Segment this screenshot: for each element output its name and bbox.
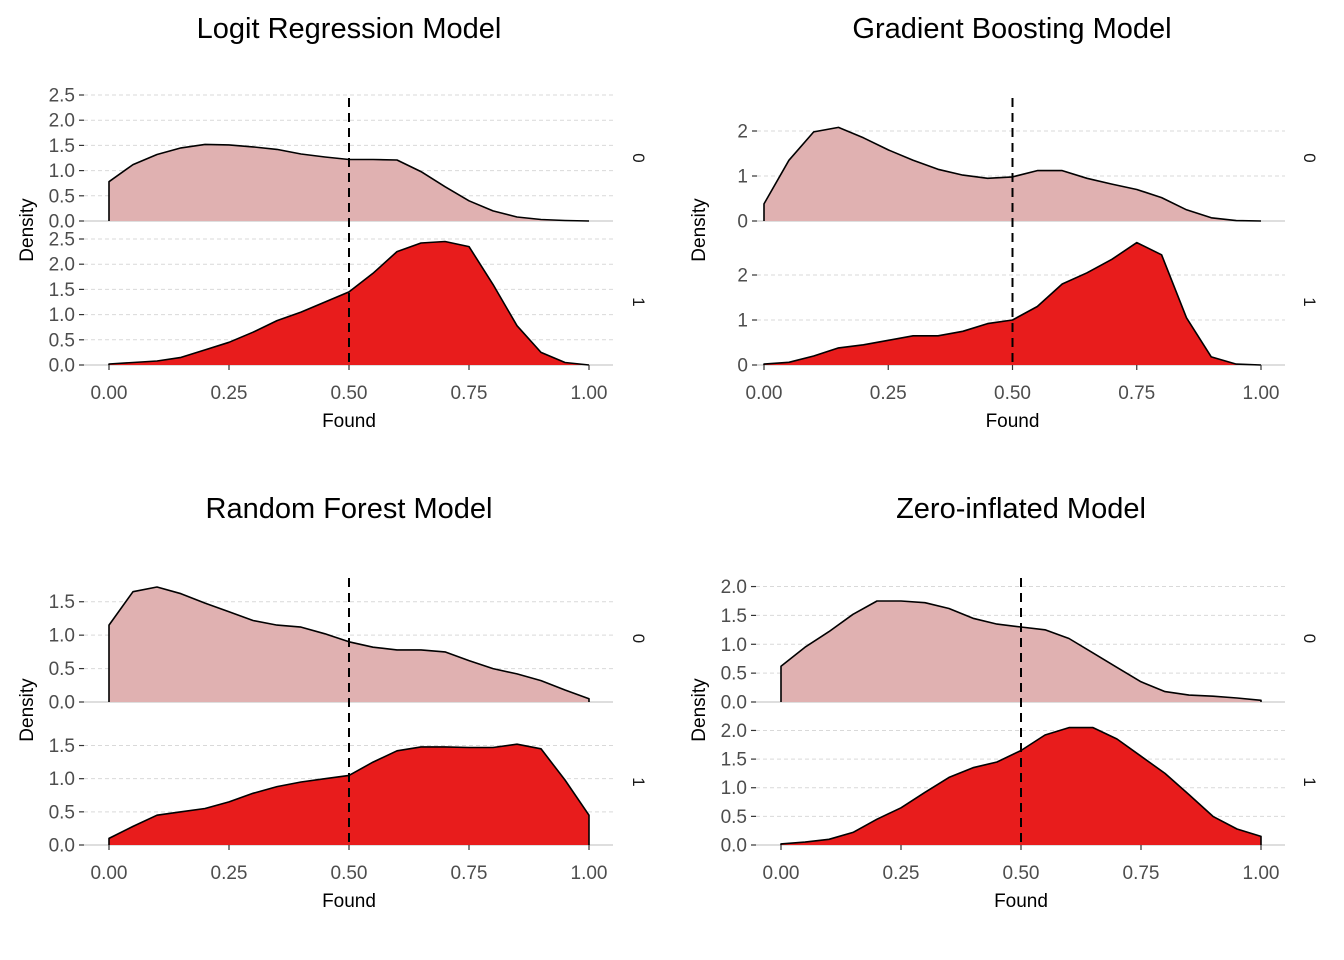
x-tick-label: 0.00 bbox=[746, 383, 783, 404]
y-tick-label: 2.0 bbox=[49, 111, 75, 132]
y-tick-label: 0.0 bbox=[49, 836, 75, 857]
chart-title: Gradient Boosting Model bbox=[852, 13, 1171, 45]
x-tick-label: 0.25 bbox=[211, 383, 248, 404]
y-tick-label: 0.5 bbox=[721, 807, 747, 828]
x-tick-label: 1.00 bbox=[571, 863, 608, 884]
x-tick-label: 0.75 bbox=[451, 383, 488, 404]
panel-1: 0 1 2 1 bbox=[737, 241, 1319, 377]
y-tick-label: 0.5 bbox=[49, 330, 75, 351]
x-tick-label: 0.50 bbox=[331, 863, 368, 884]
y-tick-label: 2 bbox=[737, 122, 748, 143]
x-tick-label: 0.00 bbox=[91, 863, 128, 884]
density-area-0 bbox=[109, 144, 589, 221]
y-tick-label: 1.0 bbox=[49, 626, 75, 647]
chart-title: Zero-inflated Model bbox=[896, 493, 1146, 525]
x-axis-label: Found bbox=[322, 891, 376, 912]
density-area-1 bbox=[764, 242, 1261, 365]
density-area-0 bbox=[781, 601, 1261, 702]
y-tick-label: 0.5 bbox=[49, 186, 75, 207]
panel-0: 0.0 0.5 1.0 1.5 2.0 0 bbox=[721, 577, 1319, 713]
y-tick-label: 0.5 bbox=[721, 664, 747, 685]
y-tick-label: 1.5 bbox=[49, 136, 75, 157]
x-tick-label: 0.25 bbox=[870, 383, 907, 404]
x-axis-label: Found bbox=[994, 891, 1048, 912]
panel-0: 0 1 2 0 bbox=[737, 122, 1319, 233]
facet-strip-label: 1 bbox=[1300, 297, 1319, 306]
chart-title: Logit Regression Model bbox=[197, 13, 502, 45]
y-axis-label: Density bbox=[17, 678, 38, 742]
facet-strip-label: 0 bbox=[629, 634, 648, 643]
chart-4: Zero-inflated Model0.00.51.01.52.000.00.… bbox=[689, 493, 1319, 912]
x-tick-label: 1.00 bbox=[1243, 863, 1280, 884]
y-tick-label: 1.0 bbox=[721, 635, 747, 656]
density-curve-1 bbox=[763, 241, 1262, 366]
facet-strip-label: 0 bbox=[629, 153, 648, 162]
panel-0: 0.0 0.5 1.0 1.5 0 bbox=[49, 586, 648, 714]
density-area-1 bbox=[109, 241, 589, 365]
x-tick-label: 0.00 bbox=[91, 383, 128, 404]
facet-strip-label: 1 bbox=[629, 777, 648, 786]
y-tick-label: 2.0 bbox=[721, 721, 747, 742]
density-area-0 bbox=[764, 127, 1261, 221]
x-tick-label: 0.75 bbox=[1123, 863, 1160, 884]
y-tick-label: 1.5 bbox=[49, 592, 75, 613]
y-tick-label: 0 bbox=[737, 212, 748, 233]
panel-1: 0.0 0.5 1.0 1.5 2.0 1 bbox=[721, 721, 1319, 857]
y-tick-label: 1.5 bbox=[49, 280, 75, 301]
y-tick-label: 1.0 bbox=[49, 161, 75, 182]
x-tick-label: 1.00 bbox=[571, 383, 608, 404]
y-tick-label: 1.5 bbox=[49, 736, 75, 757]
panel-1: 0.0 0.5 1.0 1.5 2.0 2.5 1 bbox=[49, 230, 648, 377]
y-tick-label: 2.0 bbox=[721, 577, 747, 598]
facet-strip-label: 0 bbox=[1300, 153, 1319, 162]
y-tick-label: 0.5 bbox=[49, 659, 75, 680]
density-curve-0 bbox=[763, 126, 1262, 222]
x-tick-label: 0.75 bbox=[451, 863, 488, 884]
y-tick-label: 1 bbox=[737, 311, 748, 332]
y-tick-label: 1.5 bbox=[721, 750, 747, 771]
y-axis-label: Density bbox=[689, 198, 710, 262]
chart-2: Gradient Boosting Model 0 1 2 0 0 1 2 1 0.00 0.25 0… bbox=[689, 13, 1319, 432]
x-tick-label: 0.75 bbox=[1118, 383, 1155, 404]
y-tick-label: 1.0 bbox=[721, 778, 747, 799]
density-curve-1 bbox=[108, 240, 590, 366]
x-tick-label: 0.25 bbox=[883, 863, 920, 884]
y-tick-label: 0 bbox=[737, 356, 748, 377]
y-tick-label: 2.5 bbox=[49, 86, 75, 107]
density-curve-0 bbox=[108, 143, 590, 222]
y-tick-label: 1 bbox=[737, 167, 748, 188]
facet-strip-label: 1 bbox=[1300, 777, 1319, 786]
x-axis-label: Found bbox=[986, 411, 1040, 432]
x-axis-label: Found bbox=[322, 411, 376, 432]
y-tick-label: 2.5 bbox=[49, 230, 75, 251]
x-tick-label: 1.00 bbox=[1243, 383, 1280, 404]
x-tick-label: 0.50 bbox=[1003, 863, 1040, 884]
x-tick-label: 0.25 bbox=[211, 863, 248, 884]
facet-strip-label: 0 bbox=[1300, 634, 1319, 643]
panel-0: 0.0 0.5 1.0 1.5 2.0 2.5 0 bbox=[49, 86, 648, 233]
y-tick-label: 2 bbox=[737, 266, 748, 287]
y-tick-label: 2.0 bbox=[49, 255, 75, 276]
x-tick-label: 0.00 bbox=[763, 863, 800, 884]
y-tick-label: 1.0 bbox=[49, 305, 75, 326]
chart-title: Random Forest Model bbox=[206, 493, 493, 525]
y-axis-label: Density bbox=[689, 678, 710, 742]
x-tick-label: 0.50 bbox=[994, 383, 1031, 404]
y-axis-label: Density bbox=[17, 198, 38, 262]
y-tick-label: 1.0 bbox=[49, 769, 75, 790]
chart-1: Logit Regression Model 0.0 0.5 1.0 1.5 2.0 2.5… bbox=[17, 13, 648, 432]
y-tick-label: 0.5 bbox=[49, 802, 75, 823]
y-tick-label: 0.0 bbox=[49, 356, 75, 377]
chart-3: Random Forest Model 0.0 0.5 1.0 1.5 0 0.0 0.5 1.… bbox=[17, 493, 648, 912]
y-tick-label: 0.0 bbox=[721, 693, 747, 714]
y-tick-label: 0.0 bbox=[49, 693, 75, 714]
facet-strip-label: 1 bbox=[629, 297, 648, 306]
y-tick-label: 0.0 bbox=[49, 212, 75, 233]
y-tick-label: 1.5 bbox=[721, 606, 747, 627]
y-tick-label: 0.0 bbox=[721, 836, 747, 857]
x-tick-label: 0.50 bbox=[331, 383, 368, 404]
